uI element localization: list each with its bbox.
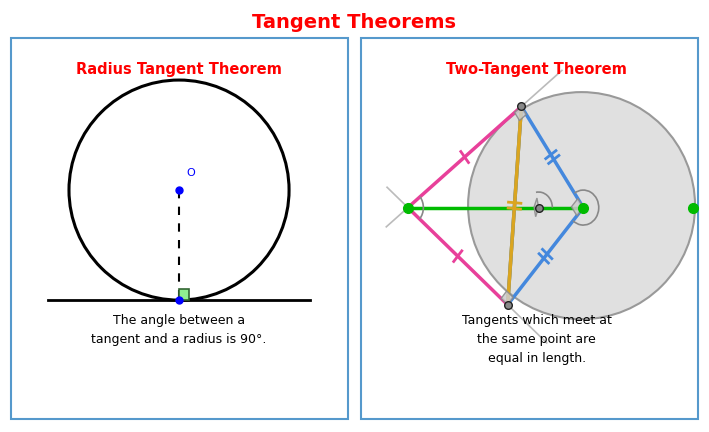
Text: The angle between a
tangent and a radius is 90°.: The angle between a tangent and a radius… xyxy=(91,314,267,346)
Polygon shape xyxy=(571,199,584,216)
Text: Tangent Theorems: Tangent Theorems xyxy=(252,13,457,32)
Text: Tangents which meet at
the same point are
equal in length.: Tangents which meet at the same point ar… xyxy=(462,314,612,365)
Ellipse shape xyxy=(468,92,695,319)
FancyBboxPatch shape xyxy=(362,38,698,419)
Polygon shape xyxy=(515,107,526,121)
Text: Radius Tangent Theorem: Radius Tangent Theorem xyxy=(76,62,282,77)
Text: O: O xyxy=(186,168,195,178)
Text: Two-Tangent Theorem: Two-Tangent Theorem xyxy=(447,62,627,77)
Polygon shape xyxy=(534,198,539,217)
Polygon shape xyxy=(501,291,513,305)
Polygon shape xyxy=(179,289,189,300)
FancyBboxPatch shape xyxy=(11,38,347,419)
